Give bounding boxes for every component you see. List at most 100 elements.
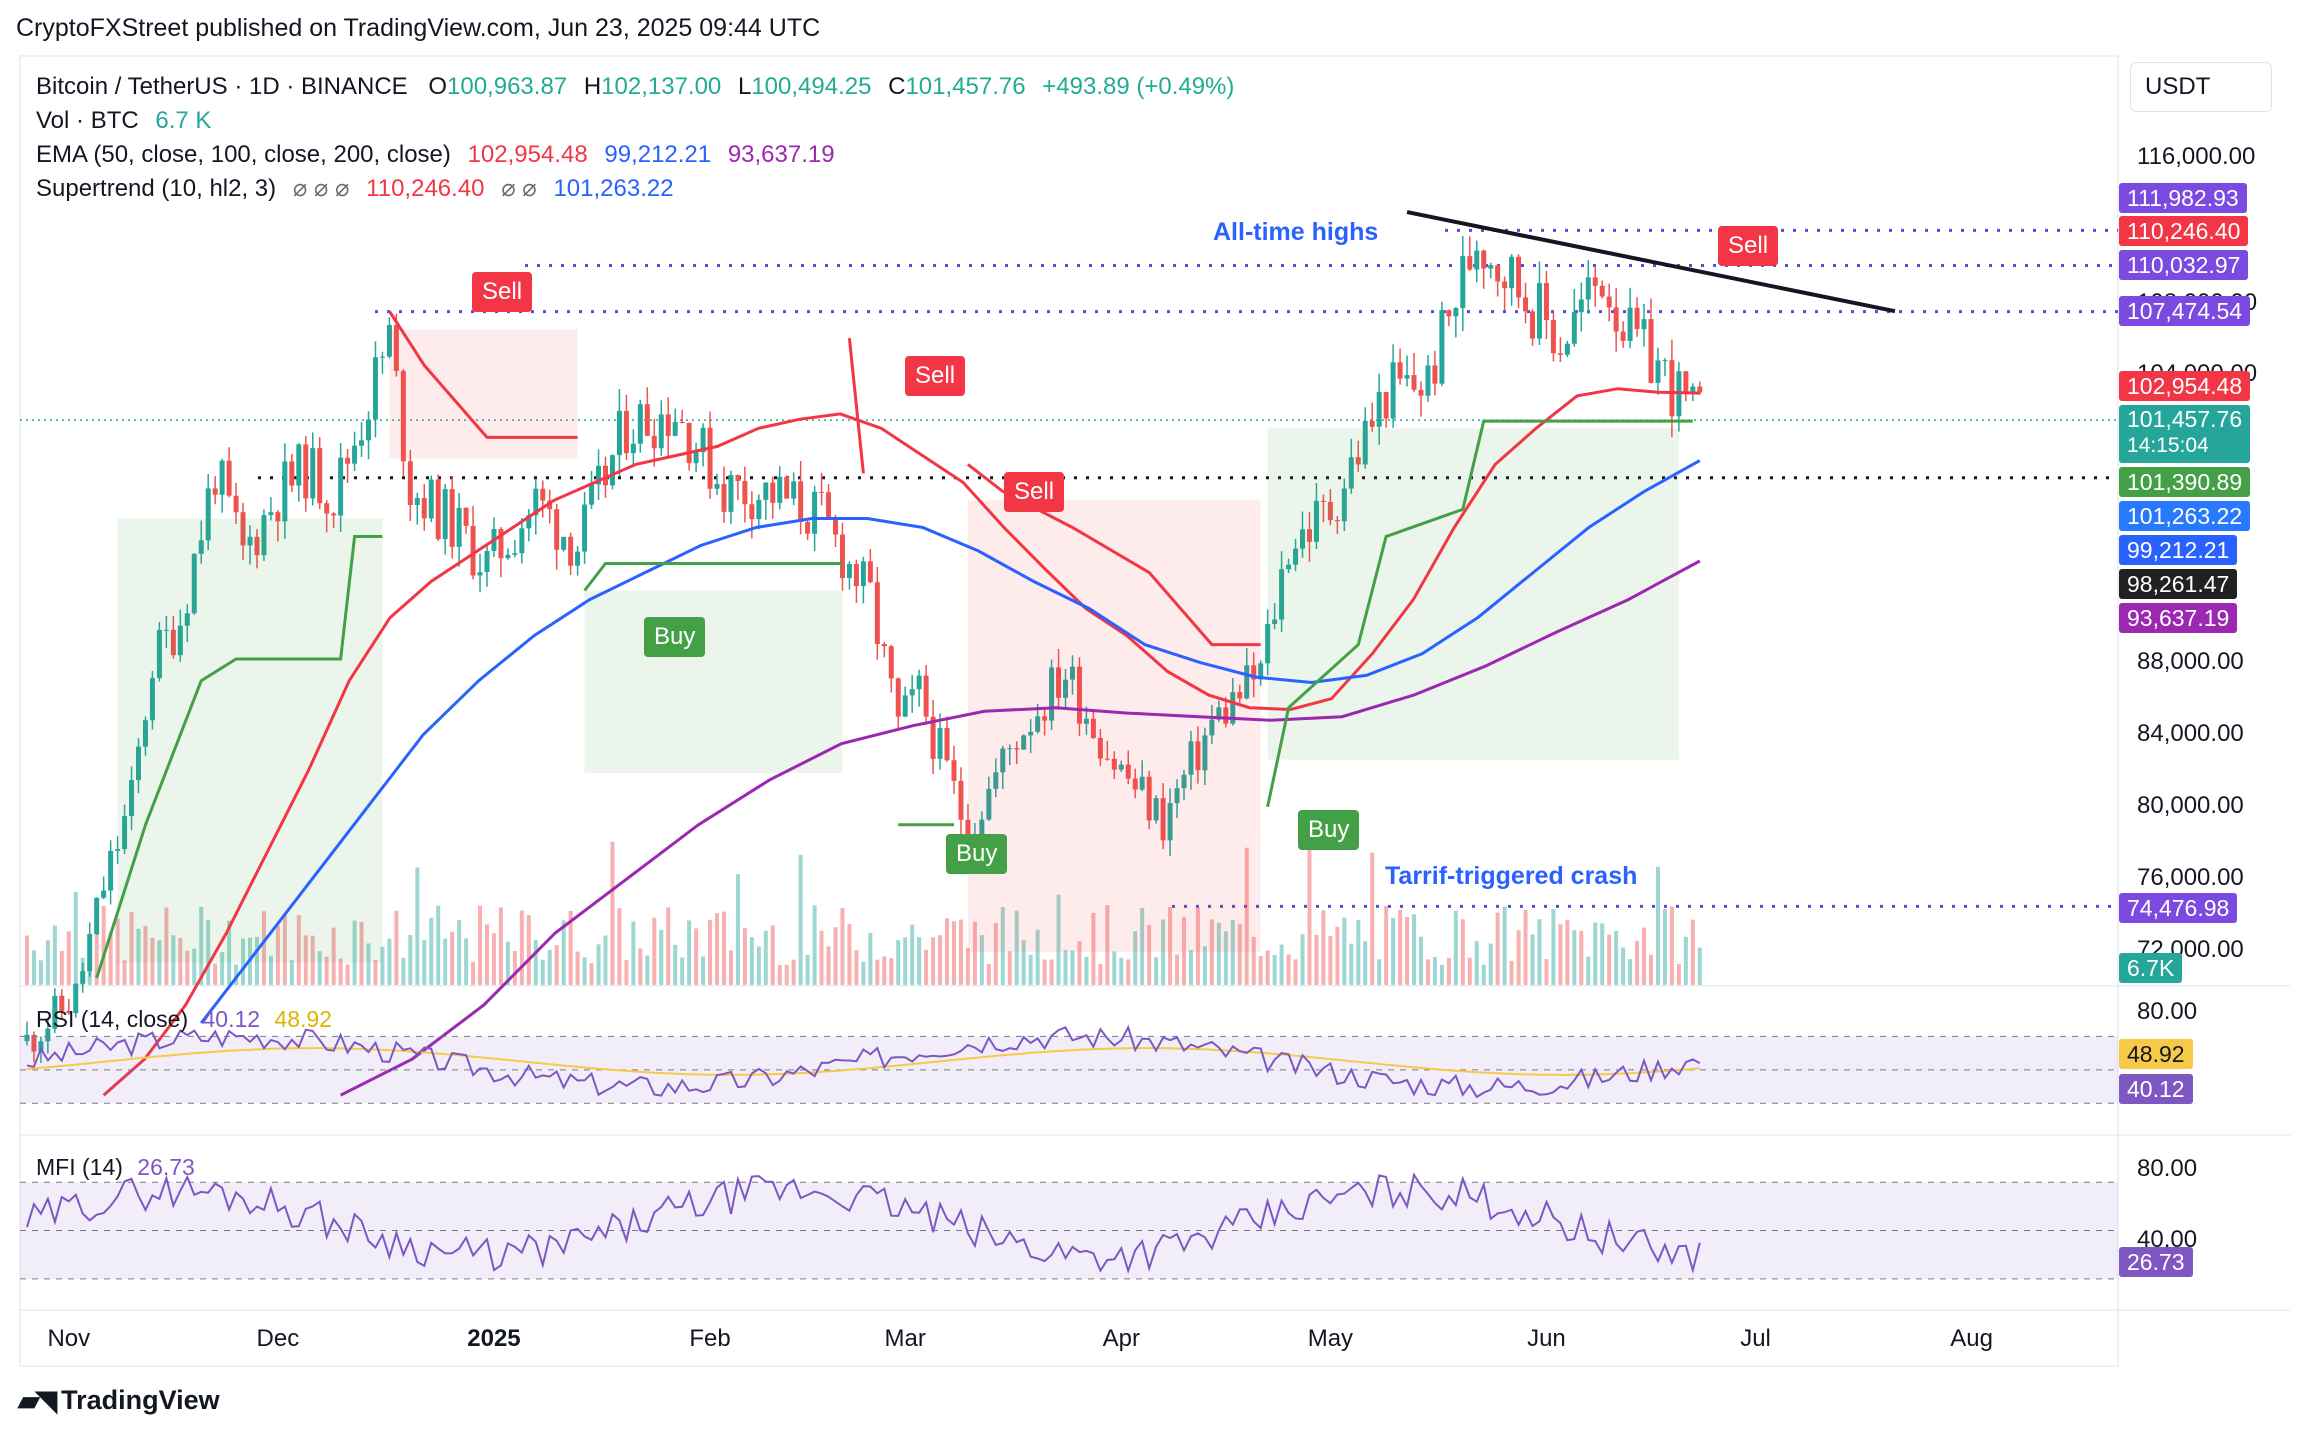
volume-bar: [1439, 964, 1444, 985]
volume-bar: [1453, 910, 1458, 985]
candle-body: [331, 513, 337, 516]
candle-body: [596, 465, 602, 485]
rsi-panel-title[interactable]: RSI (14, close) 40.12 48.92: [36, 1006, 332, 1033]
volume-bar: [275, 925, 280, 985]
volume-bar: [575, 951, 580, 985]
mfi-panel-title[interactable]: MFI (14) 26.73: [36, 1154, 195, 1181]
volume-value: 6.7 K: [155, 107, 212, 134]
candle-body: [1355, 457, 1361, 465]
candle-body: [937, 728, 943, 759]
candle-body: [247, 536, 253, 546]
volume-bar: [206, 920, 211, 985]
candle-body: [80, 971, 86, 984]
volume-bar: [108, 932, 113, 985]
volume-bar: [429, 917, 434, 985]
candle-body: [1348, 457, 1354, 489]
candle-body: [770, 482, 776, 503]
candle-body: [637, 404, 643, 444]
volume-bar: [1530, 934, 1535, 985]
volume-bar: [1460, 919, 1465, 985]
price-label-107474: 107,474.54: [2119, 296, 2251, 326]
volume-bar: [1418, 936, 1423, 985]
volume-label[interactable]: Vol · BTC: [36, 107, 139, 134]
volume-bar: [1586, 956, 1591, 985]
candle-body: [1286, 564, 1292, 570]
rsi-ma-value: 48.92: [274, 1006, 333, 1032]
supertrend-empty-values: ⌀ ⌀ ⌀: [292, 175, 350, 202]
volume-bar: [1112, 951, 1117, 985]
volume-bar: [1558, 924, 1563, 985]
candle-body: [784, 476, 790, 499]
volume-bar: [972, 921, 977, 985]
candle-body: [651, 435, 657, 449]
candle-body: [163, 629, 169, 631]
volume-bar: [1412, 914, 1417, 985]
supertrend-label[interactable]: Supertrend (10, hl2, 3): [36, 175, 277, 202]
tradingview-brand[interactable]: ▰◥ TradingView: [18, 1384, 220, 1417]
volume-bar: [1188, 950, 1193, 985]
mfi-line: [26, 1172, 1701, 1275]
volume-bar: [568, 910, 573, 985]
candle-body: [94, 897, 100, 935]
y-tick-116000: 116,000.00: [2137, 143, 2256, 170]
volume-bar: [931, 937, 936, 985]
candle-body: [1404, 375, 1410, 379]
candle-body: [672, 421, 678, 436]
candle-body: [944, 728, 950, 761]
candle-body: [1063, 679, 1069, 698]
candle-body: [1230, 692, 1236, 724]
candle-body: [986, 788, 992, 820]
volume-bar: [1690, 919, 1695, 985]
volume-bar: [1328, 936, 1333, 985]
volume-bar: [861, 961, 866, 985]
candle-body: [1118, 764, 1124, 770]
volume-bar: [366, 943, 371, 985]
candle-body: [1265, 623, 1271, 664]
volume-bar: [1579, 930, 1584, 985]
candle-body: [400, 370, 406, 462]
x-tick-label: Nov: [47, 1325, 91, 1352]
symbol-title[interactable]: Bitcoin / TetherUS · 1D · BINANCE: [36, 73, 408, 100]
candle-body: [756, 499, 762, 520]
candle-body: [177, 625, 183, 656]
candle-body: [324, 503, 330, 514]
volume-bar: [443, 938, 448, 985]
candle-body: [1411, 375, 1417, 390]
volume-bar: [1070, 950, 1075, 985]
candle-body: [407, 461, 413, 505]
volume-bar: [763, 930, 768, 985]
volume-bar: [910, 924, 915, 985]
candle-body: [1516, 256, 1522, 298]
candle-body: [1620, 331, 1626, 341]
volume-bar: [296, 915, 301, 985]
volume-bar: [24, 935, 29, 985]
candle-body: [1334, 520, 1340, 522]
candle-body: [686, 423, 692, 464]
volume-bar: [415, 867, 420, 985]
volume-bar: [359, 921, 364, 985]
volume-bar: [1516, 930, 1521, 985]
ema-label[interactable]: EMA (50, close, 100, close, 200, close): [36, 141, 451, 168]
low-value: 100,494.25: [751, 73, 872, 100]
volume-bar: [673, 944, 678, 985]
supertrend-fill: [967, 500, 1261, 953]
volume-bar: [1481, 964, 1486, 985]
candle-body: [1606, 296, 1612, 308]
currency-unit-button[interactable]: USDT: [2130, 62, 2272, 112]
low-label: L: [737, 73, 752, 100]
candle-body: [1613, 307, 1619, 332]
volume-bar: [498, 907, 503, 985]
volume-bar: [715, 913, 720, 985]
candle-body: [1069, 666, 1075, 680]
change-value: +493.89 (+0.49%): [1042, 73, 1235, 100]
x-tick-label: Mar: [884, 1325, 926, 1352]
volume-bar: [1425, 959, 1430, 985]
candle-body: [1460, 256, 1466, 309]
volume-bar: [1300, 934, 1305, 985]
candle-body: [87, 934, 93, 972]
volume-bar: [708, 919, 713, 985]
supertrend-up-4: [1266, 419, 1693, 808]
candle-body: [665, 414, 671, 436]
ema50-value: 102,954.48: [467, 141, 588, 168]
